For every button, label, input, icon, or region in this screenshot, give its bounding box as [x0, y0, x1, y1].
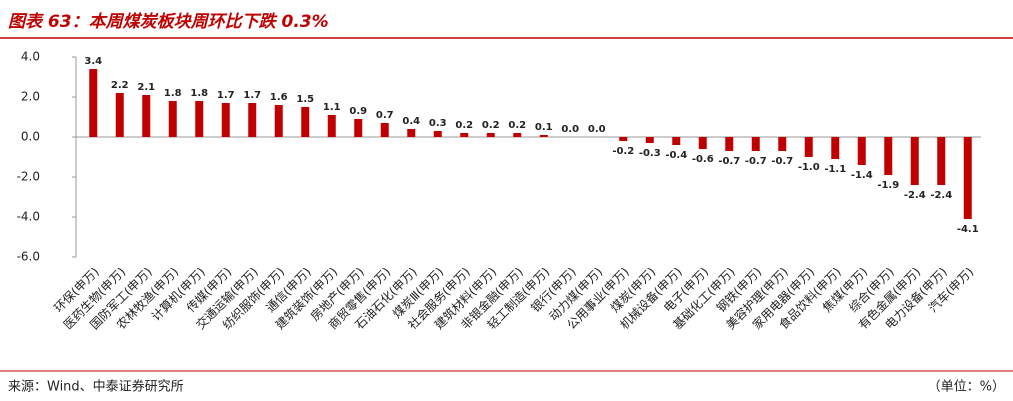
bar [327, 115, 336, 137]
bar [751, 137, 760, 151]
value-label: 0.4 [402, 116, 420, 127]
value-label: -1.9 [877, 180, 899, 191]
bar [539, 135, 548, 137]
bar [407, 129, 416, 137]
bar [963, 137, 972, 219]
bar [619, 137, 628, 141]
value-label: -0.6 [692, 154, 714, 165]
value-label: 0.2 [482, 120, 500, 131]
bar [831, 137, 840, 159]
unit: （单位：%） [928, 380, 1005, 395]
value-label: -2.4 [904, 190, 926, 201]
bar [645, 137, 654, 143]
bar [486, 133, 495, 137]
value-label: -2.4 [930, 190, 952, 201]
bar [301, 107, 310, 137]
value-label: 3.4 [84, 56, 102, 67]
value-label: -1.0 [798, 162, 820, 173]
value-label: 2.2 [111, 80, 129, 91]
bar [89, 69, 98, 137]
value-label: -1.4 [851, 170, 873, 181]
y-tick-label: -6.0 [17, 250, 40, 264]
value-label: 0.2 [455, 120, 473, 131]
value-label: 2.1 [137, 82, 155, 93]
y-tick-label: -4.0 [17, 210, 40, 224]
source: 来源：Wind、中泰证券研究所 [8, 379, 184, 395]
value-label: -0.4 [665, 150, 687, 161]
value-label: 1.5 [296, 94, 314, 105]
value-label: -0.7 [718, 156, 740, 167]
value-label: 1.7 [217, 90, 235, 101]
value-label: 0.0 [588, 124, 606, 135]
value-label: 0.3 [429, 118, 447, 129]
y-tick-label: 0.0 [21, 130, 40, 144]
y-tick-label: 2.0 [21, 90, 40, 104]
value-label: 0.9 [349, 106, 367, 117]
bar [804, 137, 813, 157]
y-tick-label: -2.0 [17, 170, 40, 184]
bar [274, 105, 283, 137]
y-tick-label: 4.0 [21, 50, 40, 64]
bar [433, 131, 442, 137]
value-label: -0.7 [745, 156, 767, 167]
value-label: 1.6 [270, 92, 288, 103]
value-label: 1.7 [243, 90, 261, 101]
value-label: 1.8 [190, 88, 208, 99]
value-label: -4.1 [957, 224, 979, 235]
bar [672, 137, 681, 145]
value-label: -0.3 [639, 148, 661, 159]
value-label: 1.8 [164, 88, 182, 99]
bar [115, 93, 124, 137]
value-label: -0.7 [771, 156, 793, 167]
chart-title: 图表 63：本周煤炭板块周环比下跌 0.3% [8, 12, 329, 32]
bar [142, 95, 151, 137]
value-label: 1.1 [323, 102, 341, 113]
bar [221, 103, 230, 137]
bar [460, 133, 469, 137]
bar [778, 137, 787, 151]
bar [168, 101, 177, 137]
value-label: 0.1 [535, 122, 553, 133]
value-label: -1.1 [824, 164, 846, 175]
bar [380, 123, 389, 137]
bar [354, 119, 363, 137]
bar [937, 137, 946, 185]
bar [910, 137, 919, 185]
bar [513, 133, 522, 137]
value-label: 0.7 [376, 110, 394, 121]
bar [884, 137, 893, 175]
value-label: 0.0 [561, 124, 579, 135]
bar [195, 101, 204, 137]
bar [725, 137, 734, 151]
bar [698, 137, 707, 149]
bar [248, 103, 257, 137]
value-label: -0.2 [612, 146, 634, 157]
value-label: 0.2 [508, 120, 526, 131]
bar [857, 137, 866, 165]
